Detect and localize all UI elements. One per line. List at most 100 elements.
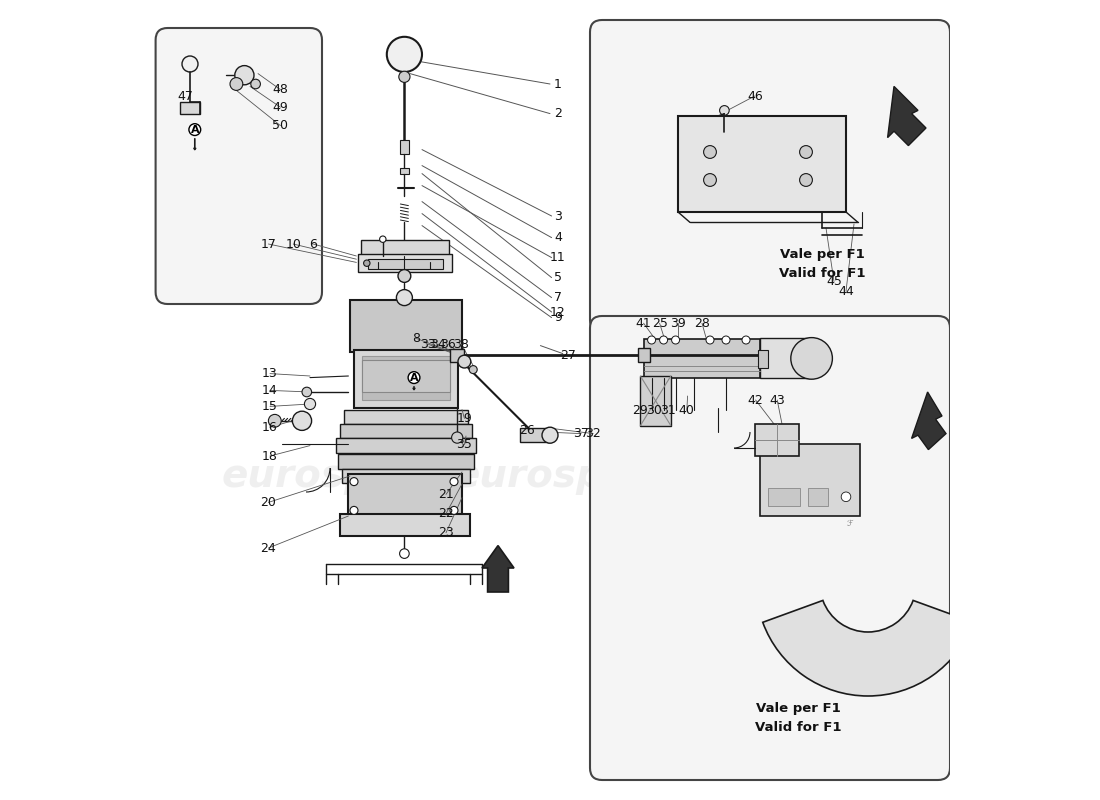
- Text: 37: 37: [573, 427, 590, 440]
- Text: 31: 31: [660, 404, 675, 417]
- Text: A: A: [190, 125, 199, 134]
- Text: 7: 7: [554, 291, 562, 304]
- Text: 44: 44: [838, 285, 854, 298]
- Circle shape: [470, 366, 477, 374]
- Bar: [338, 454, 474, 469]
- Text: 45: 45: [826, 275, 842, 288]
- FancyBboxPatch shape: [155, 28, 322, 304]
- Text: 27: 27: [560, 350, 575, 362]
- Bar: [760, 444, 860, 516]
- Circle shape: [268, 414, 282, 427]
- Circle shape: [350, 478, 358, 486]
- Text: 20: 20: [261, 496, 276, 509]
- Text: 46: 46: [747, 90, 762, 102]
- Text: 15: 15: [262, 400, 278, 413]
- Bar: [179, 102, 200, 114]
- Text: 39: 39: [670, 317, 686, 330]
- Polygon shape: [912, 392, 946, 450]
- Text: 41: 41: [636, 317, 651, 330]
- Circle shape: [399, 549, 409, 558]
- Bar: [354, 350, 458, 408]
- Bar: [362, 360, 450, 392]
- Circle shape: [302, 387, 311, 397]
- Circle shape: [704, 174, 716, 186]
- Text: 16: 16: [262, 421, 278, 434]
- Text: 32: 32: [585, 427, 601, 440]
- Text: 50: 50: [273, 119, 288, 132]
- Polygon shape: [888, 86, 926, 146]
- Circle shape: [234, 66, 254, 85]
- Bar: [349, 474, 462, 516]
- Text: 17: 17: [261, 238, 276, 250]
- Bar: [678, 116, 846, 212]
- Text: eurospares: eurospares: [222, 457, 468, 495]
- Circle shape: [364, 260, 370, 266]
- Text: 5: 5: [554, 271, 562, 284]
- Circle shape: [704, 146, 716, 158]
- Text: Vale per F1
Valid for F1: Vale per F1 Valid for F1: [779, 248, 866, 280]
- Bar: [644, 339, 760, 378]
- Circle shape: [791, 338, 833, 379]
- Text: 10: 10: [285, 238, 301, 250]
- Circle shape: [350, 506, 358, 514]
- Circle shape: [293, 411, 311, 430]
- Text: eurospares: eurospares: [646, 297, 892, 335]
- Circle shape: [842, 492, 850, 502]
- Circle shape: [800, 146, 813, 158]
- Circle shape: [379, 236, 386, 242]
- Bar: [342, 469, 470, 483]
- Text: 42: 42: [748, 394, 763, 406]
- Text: eurospares: eurospares: [646, 457, 892, 495]
- Circle shape: [800, 174, 813, 186]
- Circle shape: [719, 106, 729, 115]
- Text: 2: 2: [554, 107, 562, 120]
- Circle shape: [648, 336, 656, 344]
- Text: 18: 18: [262, 450, 278, 462]
- Bar: [358, 254, 452, 272]
- Bar: [336, 438, 475, 453]
- Text: 1: 1: [554, 78, 562, 91]
- Bar: [350, 300, 462, 352]
- Text: 43: 43: [769, 394, 785, 406]
- Bar: [638, 348, 650, 362]
- Bar: [640, 376, 671, 426]
- Text: 28: 28: [694, 317, 710, 330]
- Text: 8: 8: [412, 332, 420, 345]
- Text: 40: 40: [679, 404, 695, 417]
- Text: 3: 3: [554, 210, 562, 222]
- Circle shape: [230, 78, 243, 90]
- Bar: [808, 488, 828, 506]
- Circle shape: [396, 290, 412, 306]
- Bar: [343, 410, 468, 424]
- FancyBboxPatch shape: [590, 20, 950, 332]
- Text: 6: 6: [309, 238, 317, 250]
- Circle shape: [458, 355, 471, 368]
- FancyBboxPatch shape: [590, 316, 950, 780]
- Bar: [340, 514, 470, 536]
- Circle shape: [251, 79, 261, 89]
- Bar: [755, 424, 799, 456]
- Bar: [340, 424, 472, 438]
- Bar: [450, 349, 464, 362]
- Circle shape: [742, 336, 750, 344]
- Text: 36: 36: [440, 338, 456, 350]
- Text: 25: 25: [651, 317, 668, 330]
- Bar: [758, 350, 768, 368]
- Circle shape: [660, 336, 668, 344]
- Bar: [367, 259, 443, 269]
- Circle shape: [450, 478, 458, 486]
- Text: 14: 14: [262, 384, 278, 397]
- Text: 47: 47: [177, 90, 194, 102]
- Text: 29: 29: [632, 404, 648, 417]
- Circle shape: [450, 506, 458, 514]
- Text: 4: 4: [554, 231, 562, 244]
- Text: 21: 21: [438, 488, 454, 501]
- Circle shape: [399, 71, 410, 82]
- Circle shape: [398, 270, 410, 282]
- Text: 9: 9: [554, 311, 562, 324]
- Bar: [519, 428, 550, 442]
- Text: 22: 22: [438, 507, 454, 520]
- Bar: [361, 240, 449, 256]
- Text: 11: 11: [550, 251, 565, 264]
- Text: Vale per F1
Valid for F1: Vale per F1 Valid for F1: [755, 702, 842, 734]
